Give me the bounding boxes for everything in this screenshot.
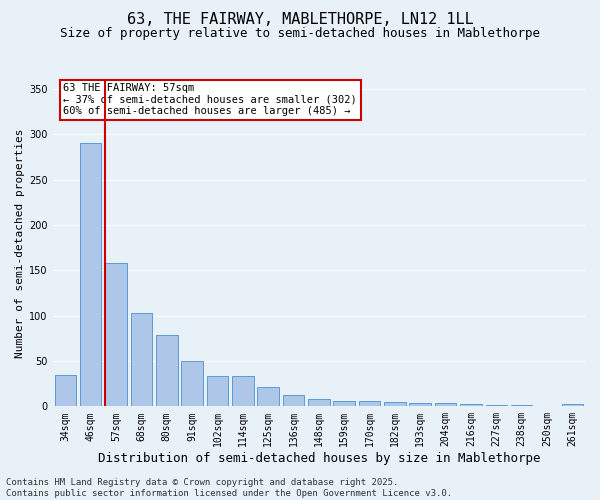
Bar [232,376,254,406]
Bar [435,402,457,406]
Y-axis label: Number of semi-detached properties: Number of semi-detached properties [15,128,25,358]
Text: 63, THE FAIRWAY, MABLETHORPE, LN12 1LL: 63, THE FAIRWAY, MABLETHORPE, LN12 1LL [127,12,473,28]
Bar [384,402,406,406]
Bar [562,404,583,406]
Bar [283,396,304,406]
Bar [181,361,203,406]
Bar [80,144,101,406]
Bar [359,401,380,406]
Bar [334,401,355,406]
Text: Size of property relative to semi-detached houses in Mablethorpe: Size of property relative to semi-detach… [60,28,540,40]
Bar [131,313,152,406]
Text: 63 THE FAIRWAY: 57sqm
← 37% of semi-detached houses are smaller (302)
60% of sem: 63 THE FAIRWAY: 57sqm ← 37% of semi-deta… [63,84,357,116]
Bar [257,388,279,406]
Text: Contains HM Land Registry data © Crown copyright and database right 2025.
Contai: Contains HM Land Registry data © Crown c… [6,478,452,498]
Bar [55,374,76,406]
Bar [105,263,127,406]
X-axis label: Distribution of semi-detached houses by size in Mablethorpe: Distribution of semi-detached houses by … [98,452,540,465]
Bar [206,376,228,406]
Bar [409,402,431,406]
Bar [308,399,329,406]
Bar [460,404,482,406]
Bar [156,334,178,406]
